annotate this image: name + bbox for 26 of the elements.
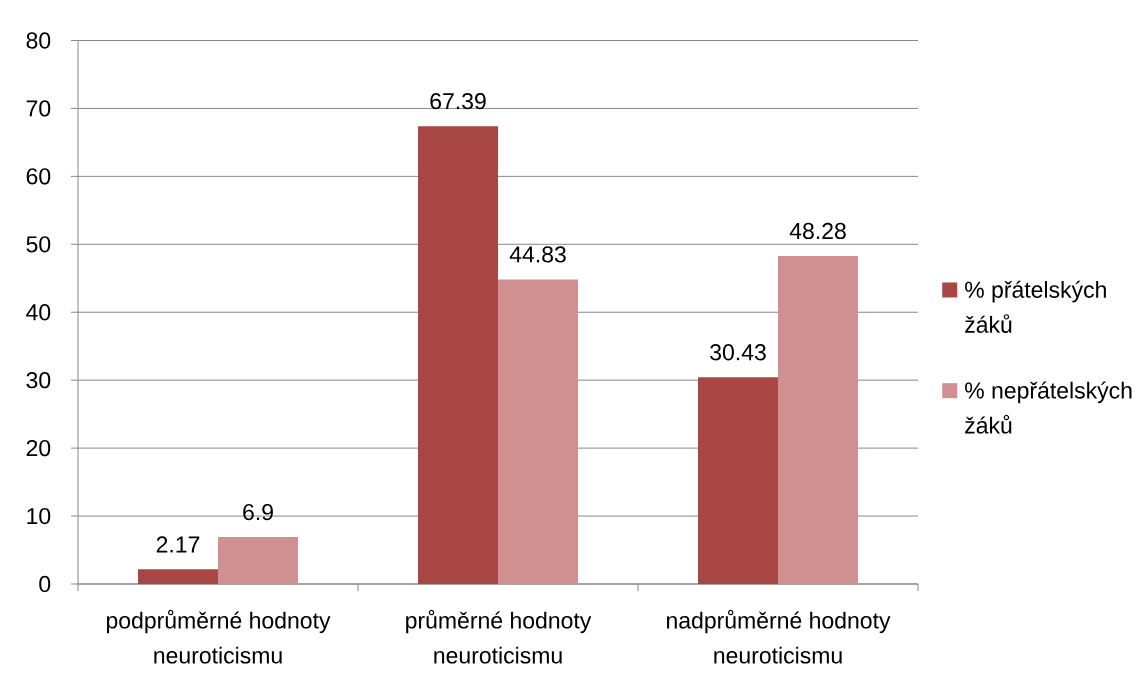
data-label: 30.43 bbox=[710, 344, 766, 361]
data-label: 67.39 bbox=[430, 93, 486, 110]
y-tick-label: 0 bbox=[39, 575, 51, 593]
legend-label: % nepřátelských žáků bbox=[965, 381, 1132, 434]
data-label: 48.28 bbox=[789, 222, 846, 240]
y-tick-label: 40 bbox=[26, 304, 51, 321]
y-tick-label: 70 bbox=[26, 100, 51, 117]
y-tick-label: 30 bbox=[26, 372, 51, 389]
bar bbox=[218, 537, 299, 584]
x-tick-label: průměrné hodnoty neuroticismu bbox=[406, 609, 592, 664]
y-tick-label: 10 bbox=[27, 507, 51, 525]
data-label: 44.83 bbox=[509, 246, 566, 263]
y-tick-label: 60 bbox=[26, 168, 51, 185]
bar bbox=[698, 377, 779, 584]
x-tick-label: nadprůměrné hodnoty neuroticismu bbox=[667, 609, 891, 664]
data-label: 2.17 bbox=[156, 536, 200, 553]
bar bbox=[498, 279, 578, 584]
y-tick-label: 50 bbox=[26, 236, 51, 253]
bar bbox=[138, 569, 219, 584]
x-tick-label: podprůměrné hodnoty neuroticismu bbox=[106, 609, 331, 664]
legend-label: % přátelských žáků bbox=[965, 280, 1106, 333]
y-tick-label: 20 bbox=[26, 439, 51, 457]
data-label: 6.9 bbox=[243, 503, 273, 521]
bar bbox=[418, 126, 499, 584]
y-tick-label: 80 bbox=[26, 32, 51, 49]
bar bbox=[778, 255, 858, 584]
